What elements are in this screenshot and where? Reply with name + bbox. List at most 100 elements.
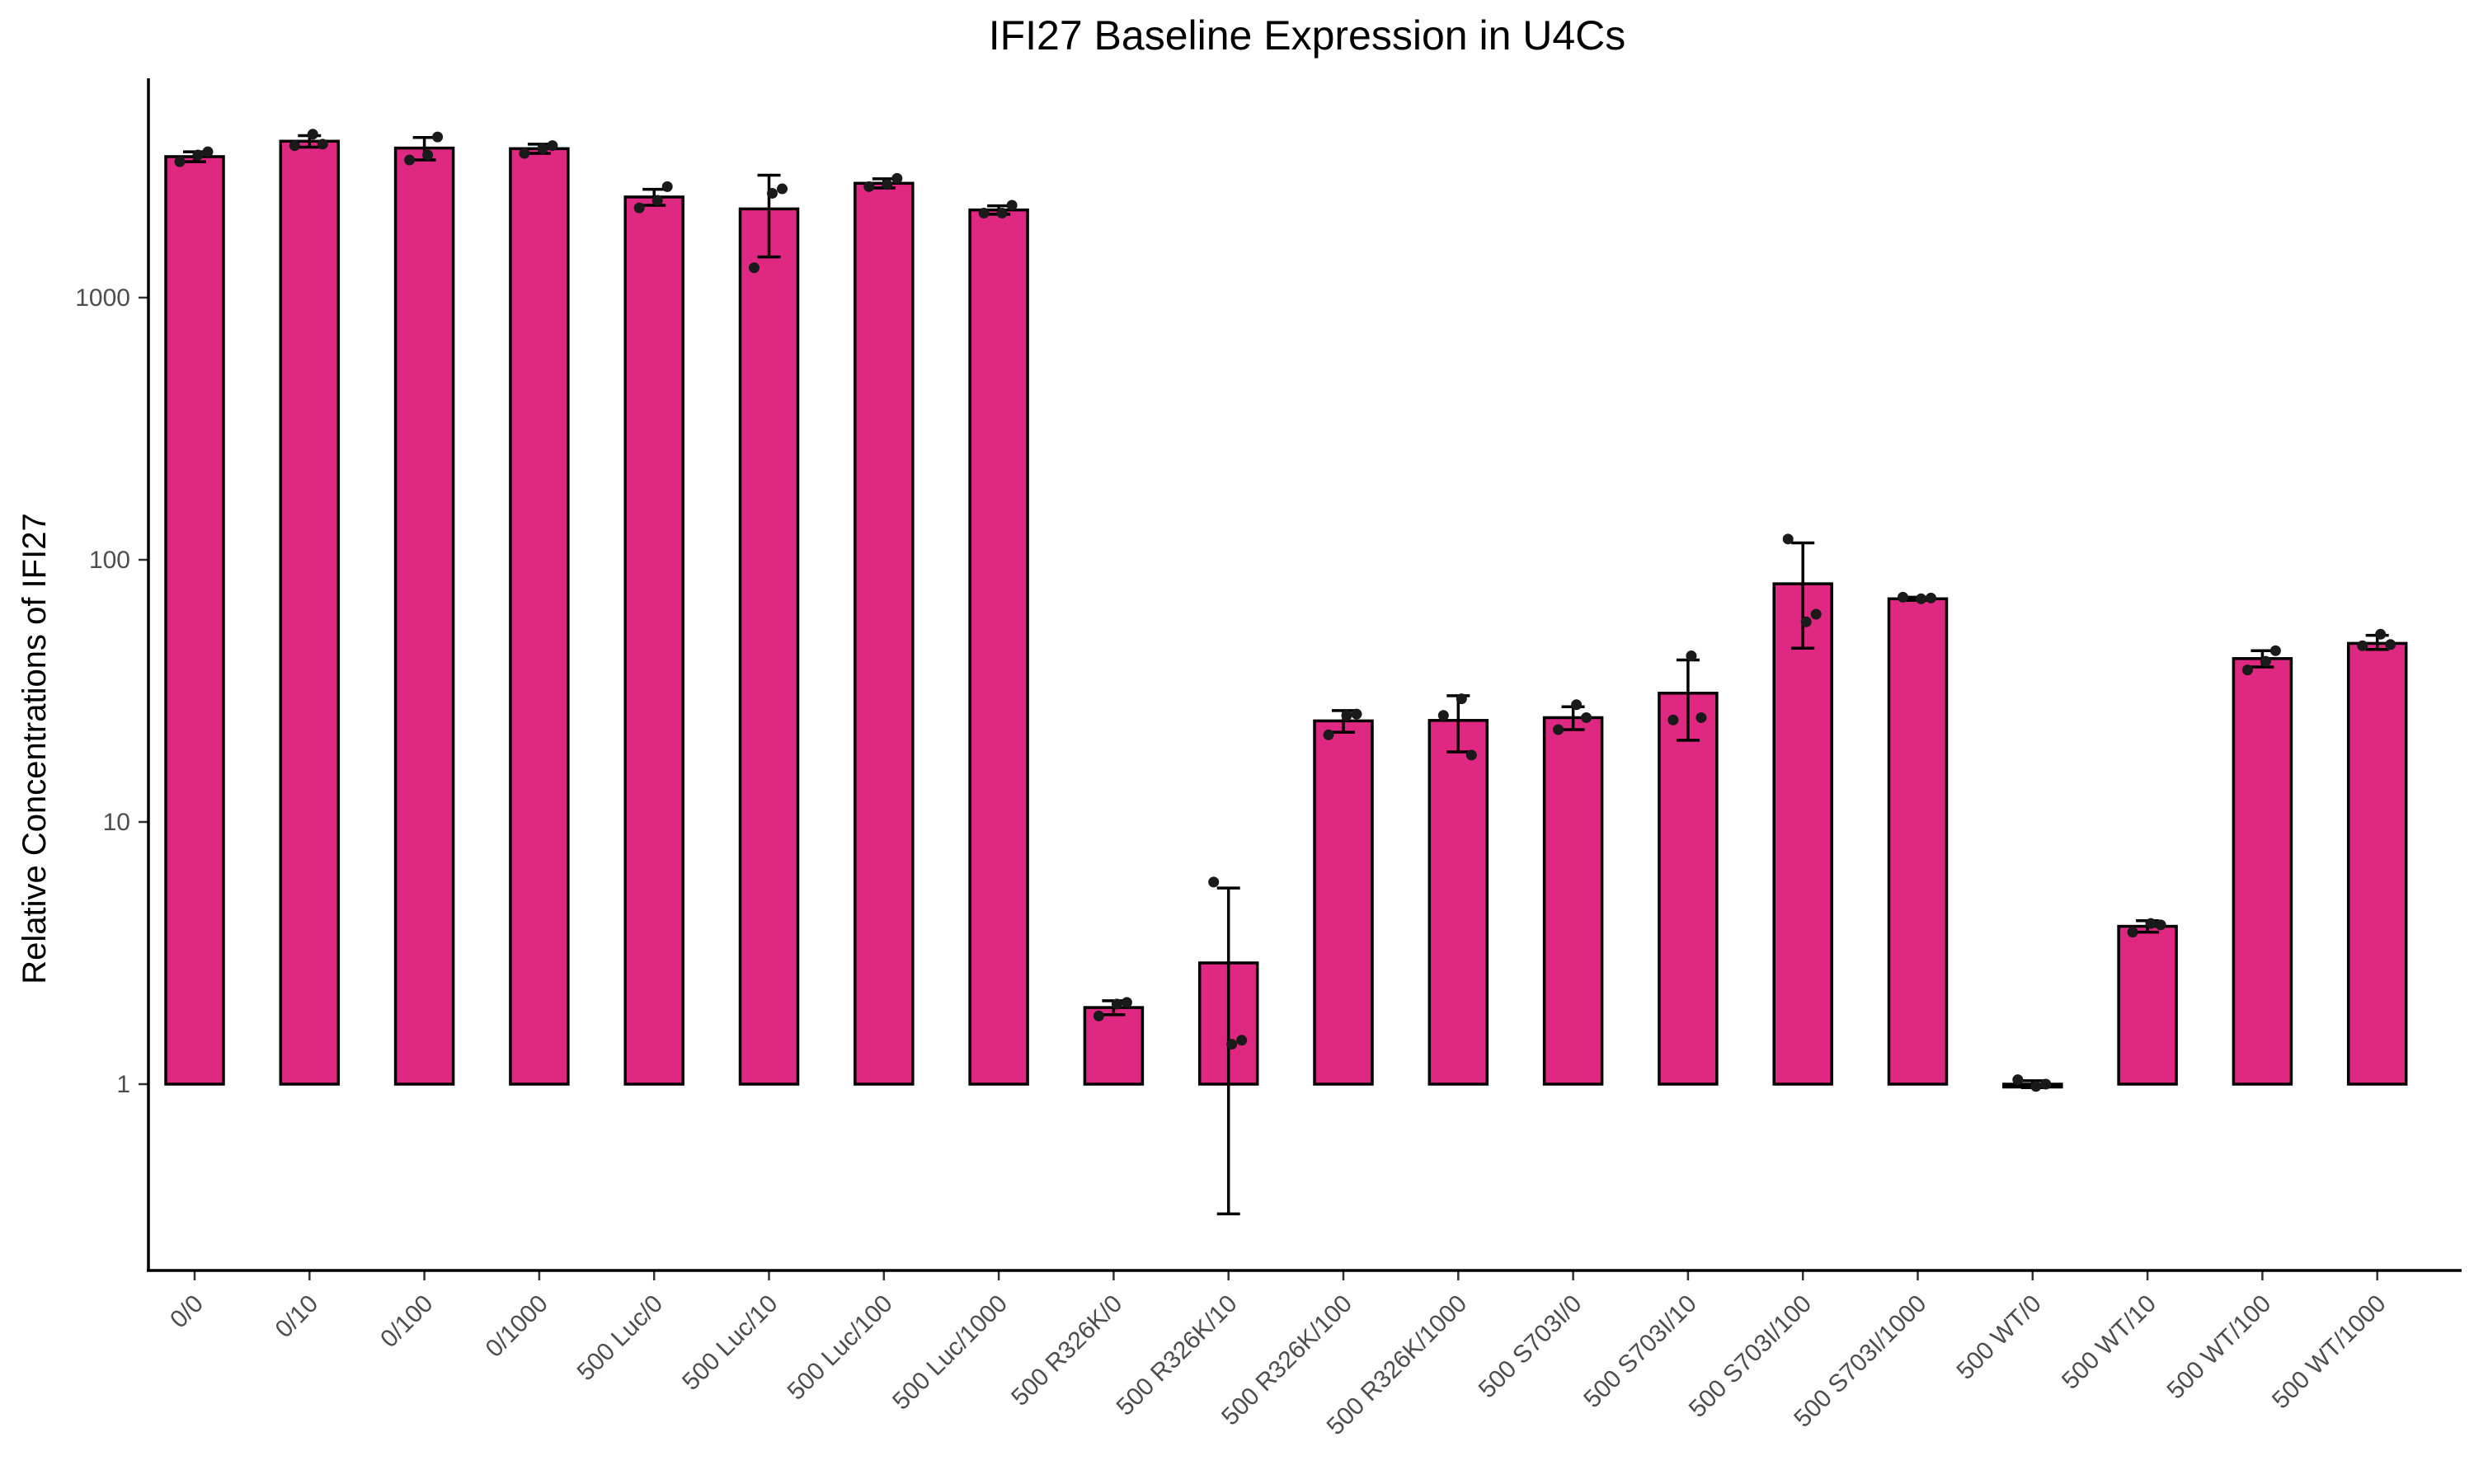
x-tick-label: 500 R326K/10 bbox=[1112, 1290, 1243, 1421]
data-point bbox=[1351, 708, 1362, 720]
data-point bbox=[1581, 711, 1592, 723]
points-layer bbox=[174, 129, 2396, 1092]
x-tick-label: 500 R326K/0 bbox=[1006, 1290, 1127, 1411]
y-axis-title: Relative Concentrations of IFI27 bbox=[16, 513, 53, 984]
data-point bbox=[317, 139, 328, 150]
data-point bbox=[422, 149, 434, 161]
data-point bbox=[1323, 729, 1334, 740]
data-point bbox=[2040, 1078, 2052, 1090]
data-point bbox=[1006, 200, 1018, 211]
data-point bbox=[202, 146, 214, 157]
bar bbox=[1542, 716, 1604, 1086]
data-point bbox=[863, 181, 875, 192]
x-tick-label: 500 S703I/0 bbox=[1474, 1290, 1587, 1404]
data-point bbox=[2269, 645, 2281, 656]
bars-layer bbox=[164, 139, 2408, 1089]
x-tick-label: 500 S703I/100 bbox=[1684, 1290, 1817, 1423]
data-point bbox=[1782, 533, 1794, 545]
data-point bbox=[519, 148, 530, 159]
data-point bbox=[192, 149, 204, 161]
x-tick-label: 500 WT/1000 bbox=[2267, 1290, 2392, 1415]
data-point bbox=[537, 143, 548, 154]
bar bbox=[1658, 691, 1719, 1086]
x-tick-label: 500 WT/0 bbox=[1951, 1290, 2046, 1385]
data-point bbox=[777, 183, 788, 195]
data-point bbox=[2127, 927, 2138, 938]
data-point bbox=[1121, 997, 1132, 1008]
chart-title: IFI27 Baseline Expression in U4Cs bbox=[989, 12, 1626, 59]
error-bar bbox=[1791, 541, 1815, 650]
data-point bbox=[432, 131, 444, 143]
data-point bbox=[2260, 655, 2271, 667]
bar bbox=[2232, 657, 2293, 1086]
error-bar bbox=[1216, 886, 1240, 1216]
data-point bbox=[978, 208, 990, 219]
data-point bbox=[2145, 918, 2157, 929]
bar bbox=[2346, 641, 2408, 1086]
bar bbox=[1887, 597, 1949, 1086]
data-point bbox=[1208, 876, 1220, 888]
data-point bbox=[1800, 616, 1812, 627]
data-point bbox=[1553, 724, 1564, 735]
x-tick-label: 0/10 bbox=[270, 1290, 324, 1344]
x-tick-label: 0/1000 bbox=[481, 1290, 553, 1363]
x-tick-label: 500 Luc/0 bbox=[572, 1290, 669, 1387]
data-point bbox=[174, 156, 186, 167]
data-point bbox=[1093, 1010, 1104, 1021]
y-tick-label: 1 bbox=[116, 1071, 130, 1098]
data-point bbox=[2357, 640, 2368, 651]
data-point bbox=[891, 172, 903, 184]
y-tick-label: 10 bbox=[103, 809, 130, 836]
bar bbox=[2117, 924, 2178, 1086]
bar bbox=[509, 147, 570, 1086]
bar bbox=[968, 208, 1029, 1086]
data-point bbox=[1226, 1039, 1238, 1050]
data-point bbox=[1898, 591, 1908, 603]
data-point bbox=[1686, 650, 1697, 662]
data-point bbox=[1810, 608, 1822, 620]
data-point bbox=[1696, 711, 1707, 723]
data-point bbox=[289, 140, 300, 152]
data-point bbox=[661, 181, 673, 192]
data-point bbox=[1456, 693, 1467, 705]
y-axis-ticks: 1 10 100 1000 bbox=[75, 284, 148, 1098]
data-point bbox=[1465, 749, 1477, 761]
bar bbox=[854, 181, 915, 1086]
data-point bbox=[547, 140, 558, 152]
data-point bbox=[1571, 699, 1583, 711]
x-tick-label: 500 WT/10 bbox=[2057, 1290, 2161, 1395]
x-tick-label: 0/0 bbox=[165, 1290, 209, 1334]
data-point bbox=[2155, 919, 2166, 931]
bar bbox=[393, 146, 455, 1086]
data-point bbox=[404, 154, 416, 166]
x-tick-label: 500 S703I/10 bbox=[1578, 1290, 1702, 1414]
data-point bbox=[749, 262, 760, 274]
data-point bbox=[1926, 592, 1936, 603]
y-tick-label: 1000 bbox=[75, 284, 130, 312]
data-point bbox=[882, 179, 893, 190]
x-axis-ticks: 0/0 0/10 0/100 0/1000 500 Luc/0 500 Luc/10 500… bbox=[165, 1270, 2392, 1440]
data-point bbox=[2385, 639, 2396, 650]
data-point bbox=[2012, 1074, 2024, 1086]
data-point bbox=[1111, 998, 1122, 1010]
data-point bbox=[307, 129, 318, 140]
data-point bbox=[767, 187, 778, 199]
data-point bbox=[2030, 1081, 2042, 1092]
x-tick-label: 500 WT/100 bbox=[2161, 1290, 2276, 1405]
error-bar bbox=[757, 173, 781, 259]
bar bbox=[279, 139, 341, 1086]
bar bbox=[1083, 1006, 1145, 1086]
y-tick-label: 100 bbox=[89, 547, 130, 574]
data-point bbox=[996, 208, 1008, 219]
x-tick-label: 0/100 bbox=[375, 1290, 438, 1353]
x-tick-label: 500 Luc/1000 bbox=[887, 1290, 1013, 1416]
data-point bbox=[1667, 714, 1679, 726]
data-point bbox=[633, 202, 645, 214]
bar bbox=[1772, 582, 1833, 1086]
data-point bbox=[1341, 710, 1352, 721]
bar bbox=[1427, 719, 1489, 1086]
data-point bbox=[1916, 593, 1926, 604]
data-point bbox=[2375, 628, 2387, 640]
bar bbox=[623, 195, 684, 1086]
